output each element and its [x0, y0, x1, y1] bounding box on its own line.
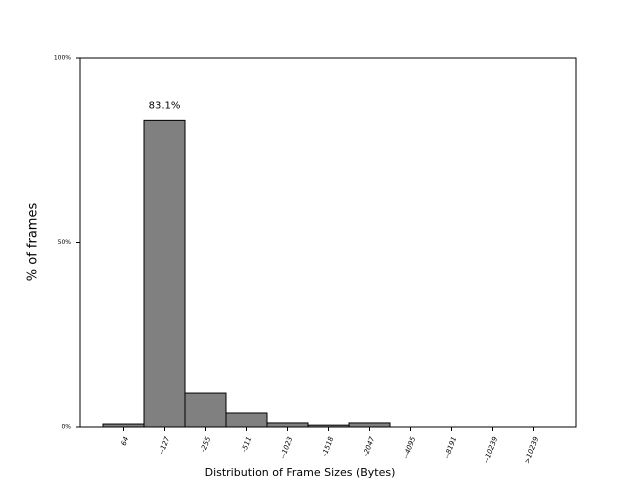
- bar: [184, 392, 227, 428]
- x-tick-label: --1023: [279, 436, 294, 460]
- x-tick-label: 64: [120, 436, 131, 447]
- y-tick-label: 50%: [58, 239, 72, 246]
- bar: [348, 422, 391, 428]
- x-tick-label: --8191: [443, 436, 458, 460]
- y-axis-label: % of frames: [26, 203, 41, 282]
- x-tick-label: --10239: [482, 435, 499, 464]
- x-tick-label: --127: [157, 435, 171, 456]
- y-tick-label: 0%: [61, 424, 71, 431]
- bar: [225, 412, 268, 428]
- x-tick-label: -2047: [362, 435, 377, 457]
- data-label: 83.1%: [149, 100, 181, 111]
- x-tick-label: --4095: [402, 435, 418, 460]
- x-tick-label: -511: [240, 436, 253, 454]
- y-tick-label: 100%: [54, 55, 71, 62]
- bar: [266, 422, 309, 428]
- bar: [307, 424, 350, 428]
- x-tick-label: -255: [199, 435, 212, 453]
- x-tick-label: >10239: [523, 435, 540, 465]
- x-tick-label: -1518: [321, 435, 336, 457]
- bar: [143, 119, 186, 428]
- x-axis-label: Distribution of Frame Sizes (Bytes): [205, 466, 396, 479]
- bar: [102, 423, 145, 428]
